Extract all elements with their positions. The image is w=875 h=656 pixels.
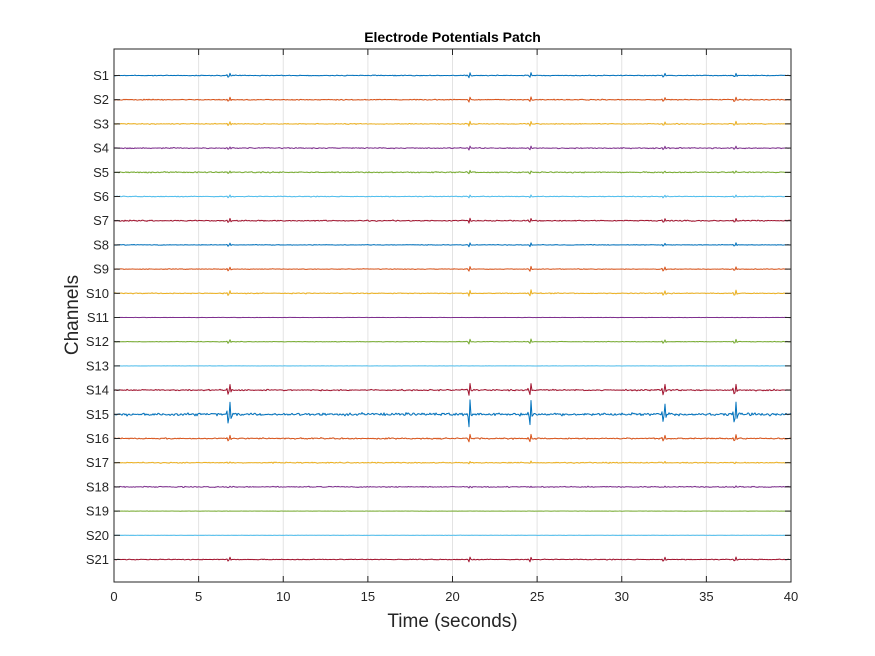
trace-s17 (113, 460, 792, 465)
channel-label-s7: S7 (93, 213, 109, 228)
chart-title: Electrode Potentials Patch (364, 29, 541, 45)
trace-s10 (113, 289, 792, 297)
channel-traces (113, 72, 792, 563)
x-tick-label: 35 (699, 589, 713, 604)
trace-s4 (113, 145, 792, 151)
trace-s8 (113, 242, 792, 248)
x-tick-label: 10 (276, 589, 290, 604)
channel-label-s14: S14 (86, 383, 109, 398)
x-tick-label: 30 (615, 589, 629, 604)
channel-label-s18: S18 (86, 479, 109, 494)
channel-label-s1: S1 (93, 68, 109, 83)
channel-label-s20: S20 (86, 528, 109, 543)
trace-s3 (113, 120, 792, 127)
channel-label-s5: S5 (93, 165, 109, 180)
trace-s16 (113, 433, 792, 443)
x-axis-label: Time (seconds) (387, 611, 517, 632)
x-tick-label: 15 (361, 589, 375, 604)
trace-s14 (113, 383, 792, 396)
x-tick-label: 20 (445, 589, 459, 604)
trace-s7 (113, 217, 792, 224)
trace-s5 (113, 169, 792, 175)
y-axis-label: Channels (62, 275, 83, 355)
channel-label-s12: S12 (86, 334, 109, 349)
x-axis-ticks: 0 5 10 15 20 25 30 35 40 (110, 49, 798, 604)
channel-label-s10: S10 (86, 286, 109, 301)
x-tick-label: 5 (195, 589, 202, 604)
trace-s9 (113, 265, 792, 272)
channel-label-s11: S11 (87, 310, 109, 325)
channel-label-s6: S6 (93, 189, 109, 204)
channel-label-s17: S17 (86, 455, 109, 470)
trace-s21 (113, 556, 792, 563)
x-tick-label: 40 (784, 589, 798, 604)
trace-s1 (113, 72, 792, 79)
channel-label-s4: S4 (93, 141, 109, 156)
channel-label-s3: S3 (93, 116, 109, 131)
y-axis-ticks: S1 S2 S3 S4 S5 S6 S7 S8 S9 S10 S11 S12 S13 S14 S15 S16 S… (86, 68, 791, 567)
x-tick-label: 25 (530, 589, 544, 604)
x-tick-label: 0 (110, 589, 117, 604)
trace-s15 (113, 399, 792, 428)
trace-s18 (113, 485, 792, 489)
trace-s6 (113, 194, 792, 199)
channel-label-s21: S21 (86, 552, 109, 567)
channel-label-s9: S9 (93, 262, 109, 277)
channel-label-s13: S13 (86, 358, 109, 373)
channel-label-s8: S8 (93, 237, 109, 252)
trace-s2 (113, 96, 792, 103)
channel-label-s16: S16 (86, 431, 109, 446)
trace-s12 (113, 338, 792, 345)
channel-label-s19: S19 (86, 504, 109, 519)
channel-label-s2: S2 (93, 92, 109, 107)
channel-label-s15: S15 (86, 407, 109, 422)
